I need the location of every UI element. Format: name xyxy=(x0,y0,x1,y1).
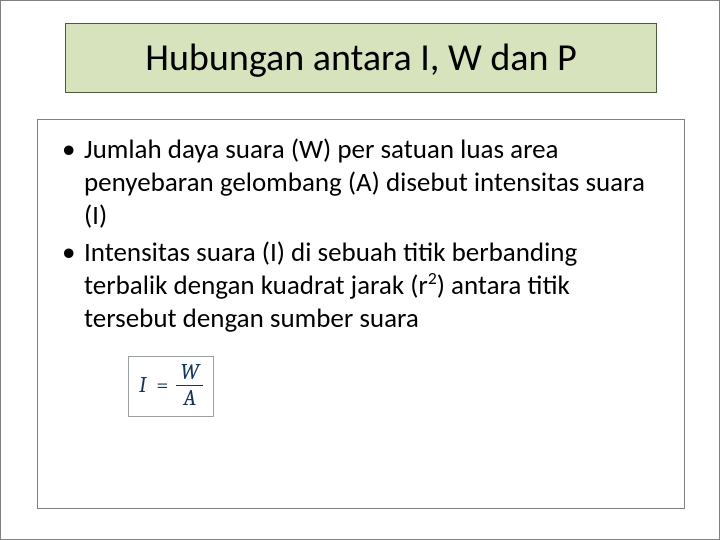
formula-lhs: I xyxy=(139,372,148,398)
formula-numerator: W xyxy=(176,361,203,384)
bullet-item-1: Jumlah daya suara (W) per satuan luas ar… xyxy=(58,134,664,233)
formula-denominator: A xyxy=(179,387,200,410)
formula-box: I = W A xyxy=(128,356,214,417)
equation: I = W A xyxy=(139,361,203,410)
fraction: W A xyxy=(176,361,203,410)
slide-title: Hubungan antara I, W dan P xyxy=(145,35,576,81)
bullet-item-2: Intensitas suara (I) di sebuah titik ber… xyxy=(58,237,664,336)
title-box: Hubungan antara I, W dan P xyxy=(65,23,657,93)
equals-sign: = xyxy=(154,372,170,398)
bullet2-sup: 2 xyxy=(428,267,437,289)
bullet-list: Jumlah daya suara (W) per satuan luas ar… xyxy=(58,134,664,336)
content-box: Jumlah daya suara (W) per satuan luas ar… xyxy=(37,119,685,509)
slide: Hubungan antara I, W dan P Jumlah daya s… xyxy=(0,0,720,540)
formula-container: I = W A xyxy=(128,356,664,417)
bullet-text-1: Jumlah daya suara (W) per satuan luas ar… xyxy=(84,133,645,232)
